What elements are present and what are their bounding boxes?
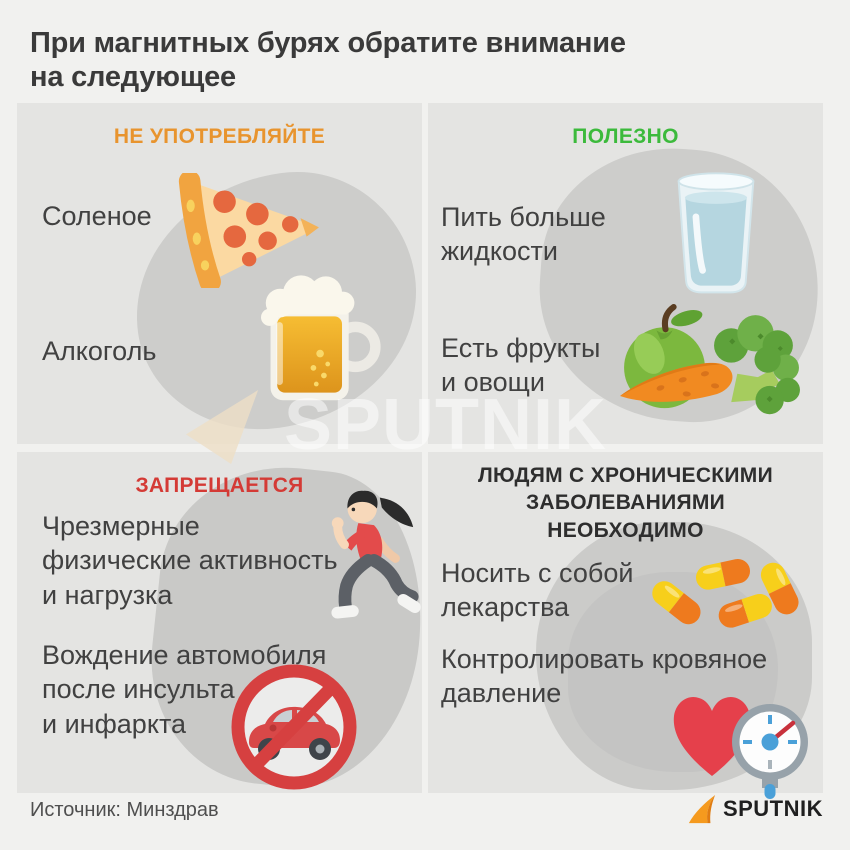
fruits-vegetables-icon: [618, 303, 802, 416]
item-label-carry-medicine: Носить с собой лекарства: [441, 558, 634, 623]
beer-mug-icon: [261, 263, 383, 404]
item-label-drink-liquids: Пить больше жидкости: [441, 202, 606, 267]
item-label-fruits-vegetables: Есть фрукты и овощи: [441, 333, 601, 398]
item-label-driving: Вождение автомобиля после инсульта и инф…: [42, 640, 327, 739]
page-title: При магнитных бурях обратите внимание на…: [30, 27, 626, 94]
water-glass-icon: [672, 169, 760, 295]
panel-forbidden: ЗАПРЕЩАЕТСЯ Чрезмерные физические активн…: [17, 452, 436, 799]
running-woman-icon: [323, 482, 421, 629]
heart-pressure-gauge-icon: [666, 678, 814, 802]
item-label-salty: Соленое: [42, 201, 152, 231]
section-header-forbidden: ЗАПРЕЩАЕТСЯ: [135, 474, 304, 497]
pills-icon: [646, 548, 800, 635]
source-label: Источник: Минздрав: [30, 799, 219, 821]
panel-do-not-consume: НЕ УПОТРЕБЛЯЙТЕ Соленое Алкоголь: [17, 103, 434, 446]
sputnik-flame-icon: [686, 794, 718, 824]
section-header-do-not-consume: НЕ УПОТРЕБЛЯЙТЕ: [113, 125, 326, 148]
panel-chronic-diseases: ЛЮДЯМ С ХРОНИЧЕСКИМИ ЗАБОЛЕВАНИЯМИ НЕОБХ…: [428, 452, 823, 799]
section-header-chronic: ЛЮДЯМ С ХРОНИЧЕСКИМИ ЗАБОЛЕВАНИЯМИ НЕОБХ…: [477, 464, 773, 542]
pizza-icon: [165, 173, 321, 288]
sputnik-brand-text: SPUTNIK: [722, 796, 823, 821]
section-header-useful: ПОЛЕЗНО: [572, 125, 679, 148]
sputnik-logo: SPUTNIK: [686, 794, 823, 824]
panel-useful: ПОЛЕЗНО Пить больше жидкости Есть фрукты…: [428, 103, 828, 444]
no-car-icon: [229, 662, 359, 792]
item-label-blood-pressure: Контролировать кровяное давление: [441, 644, 768, 709]
item-label-alcohol: Алкоголь: [42, 336, 157, 366]
item-label-physical-activity: Чрезмерные физические активность и нагру…: [42, 511, 338, 610]
